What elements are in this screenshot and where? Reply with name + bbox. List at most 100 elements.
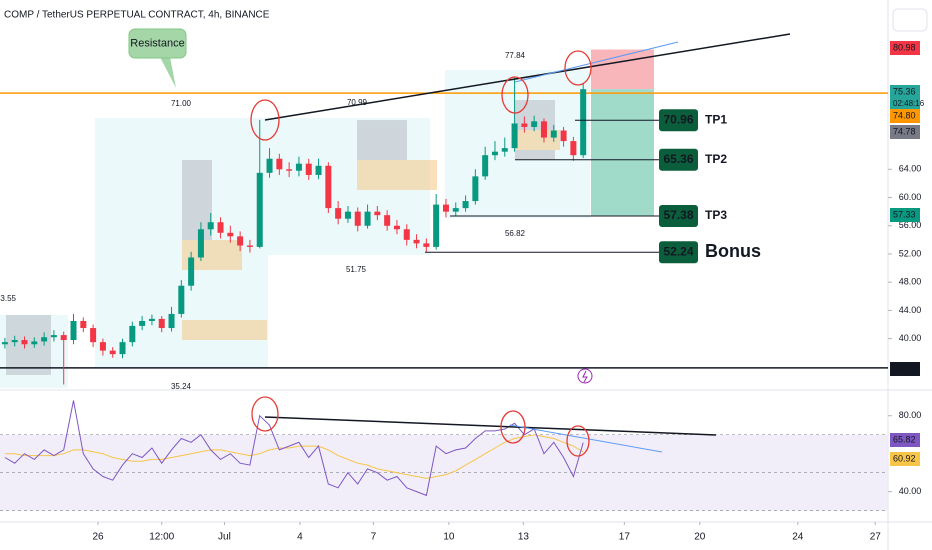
- candle-body: [393, 225, 400, 230]
- level-label: 56.82: [505, 229, 526, 238]
- x-tick-label: 7: [371, 532, 377, 543]
- alert-icon: [577, 368, 593, 384]
- x-tick-label: 4: [297, 532, 303, 543]
- alert-icon: [582, 370, 588, 383]
- y-tick-label: 40.00: [899, 486, 922, 496]
- x-tick-label: 17: [619, 532, 631, 543]
- candle-body: [462, 201, 469, 209]
- highlight-circle: [250, 99, 280, 141]
- plot: 40.00 44.00 48.00 52.00 56.00 60.00 64.00 26 12:…: [0, 41, 925, 543]
- drawings: [250, 33, 791, 457]
- candle-body: [286, 169, 293, 171]
- candle-body: [325, 165, 332, 209]
- level-label: 71.00: [171, 99, 192, 108]
- candle-body: [1, 342, 8, 345]
- candle-body: [11, 340, 18, 343]
- candle-body: [413, 239, 420, 244]
- target-name: TP1: [705, 112, 727, 126]
- candle-body: [266, 158, 273, 173]
- candle-body: [423, 243, 430, 247]
- callout-box: [128, 28, 187, 59]
- candle-body: [168, 313, 175, 329]
- candle-body: [482, 155, 489, 177]
- callout-text: Resistance: [130, 37, 184, 49]
- callout-tail: [160, 57, 176, 88]
- menu-button[interactable]: [892, 8, 928, 32]
- target-value: 65.36: [663, 152, 693, 166]
- profile: [6, 315, 51, 375]
- candle-body: [50, 335, 57, 338]
- rsi-tag: [890, 433, 920, 447]
- target-value: 52.24: [663, 244, 693, 258]
- candle-body: [374, 211, 381, 216]
- candle-body: [521, 123, 528, 127]
- highlight-circle: [251, 396, 279, 432]
- highlight-circle: [500, 410, 526, 444]
- candle-body: [41, 337, 48, 342]
- x-tick-label: 26: [92, 532, 104, 543]
- price-tag-label: 74.78: [893, 126, 916, 136]
- highlight-circle: [564, 50, 592, 86]
- rsi-tag: [890, 452, 920, 466]
- level-label: 51.75: [346, 265, 367, 274]
- candle-body: [197, 229, 204, 258]
- candle-body: [344, 211, 351, 219]
- candle-body: [550, 130, 557, 138]
- candle-body: [60, 335, 67, 341]
- y-tick-label: 56.00: [899, 220, 922, 230]
- candle-body: [246, 245, 253, 247]
- target-box: [659, 205, 698, 228]
- candle-body: [472, 176, 479, 202]
- y-tick-label: 40.00: [899, 333, 922, 343]
- y-tick-label: 60.00: [899, 192, 922, 202]
- x-tick-label: 24: [792, 532, 804, 543]
- trend-line: [514, 41, 679, 83]
- candle-body: [491, 151, 498, 156]
- y-tick-label: 48.00: [899, 277, 922, 287]
- level-label: 70.99: [347, 98, 368, 107]
- target-name: TP2: [705, 152, 727, 166]
- target-name: TP3: [705, 208, 727, 222]
- candle-body: [119, 342, 126, 355]
- candle-body: [560, 130, 567, 142]
- candle-body: [364, 211, 371, 226]
- price-tag: [890, 125, 920, 139]
- rsi-trend-line: [509, 424, 663, 453]
- highlight-circle: [566, 425, 590, 457]
- price-tag-label: 35.85: [893, 363, 916, 373]
- price-tag: [890, 85, 920, 111]
- target-value: 57.38: [663, 208, 693, 222]
- candle-body: [21, 340, 28, 345]
- level-label: 35.24: [171, 382, 192, 391]
- profile: [182, 320, 267, 340]
- rsi-line: [4, 400, 584, 497]
- profit-zone: [591, 89, 654, 217]
- highlight-circle: [501, 76, 529, 114]
- chart-title: COMP / TetherUS PERPETUAL CONTRACT, 4h, …: [4, 10, 270, 21]
- level-label: 77.84: [505, 51, 526, 60]
- callout: Resistance: [128, 28, 187, 88]
- candle-body: [90, 328, 97, 343]
- candle-body: [335, 208, 342, 219]
- level-label: 43.55: [0, 294, 17, 303]
- x-tick-label: 12:00: [149, 532, 174, 543]
- x-tick-label: Jul: [218, 532, 231, 543]
- candle-body: [511, 123, 518, 149]
- price-tag: [890, 41, 920, 55]
- countdown: 02:48:16: [893, 99, 925, 108]
- candle-body: [295, 163, 302, 171]
- profile: [182, 160, 212, 240]
- price-tag-label: 75.36: [893, 86, 916, 96]
- y-tick-label: 52.00: [899, 248, 922, 258]
- candle-body: [305, 163, 312, 175]
- price-tag-label: 57.33: [893, 209, 916, 219]
- candle-body: [139, 320, 146, 326]
- candle-body: [256, 172, 263, 247]
- candle-body: [31, 341, 38, 345]
- candle-body: [276, 158, 283, 170]
- candle-body: [384, 215, 391, 226]
- rsi-tag-label: 60.92: [893, 453, 916, 463]
- candle-body: [178, 285, 185, 314]
- candle-body: [540, 121, 547, 138]
